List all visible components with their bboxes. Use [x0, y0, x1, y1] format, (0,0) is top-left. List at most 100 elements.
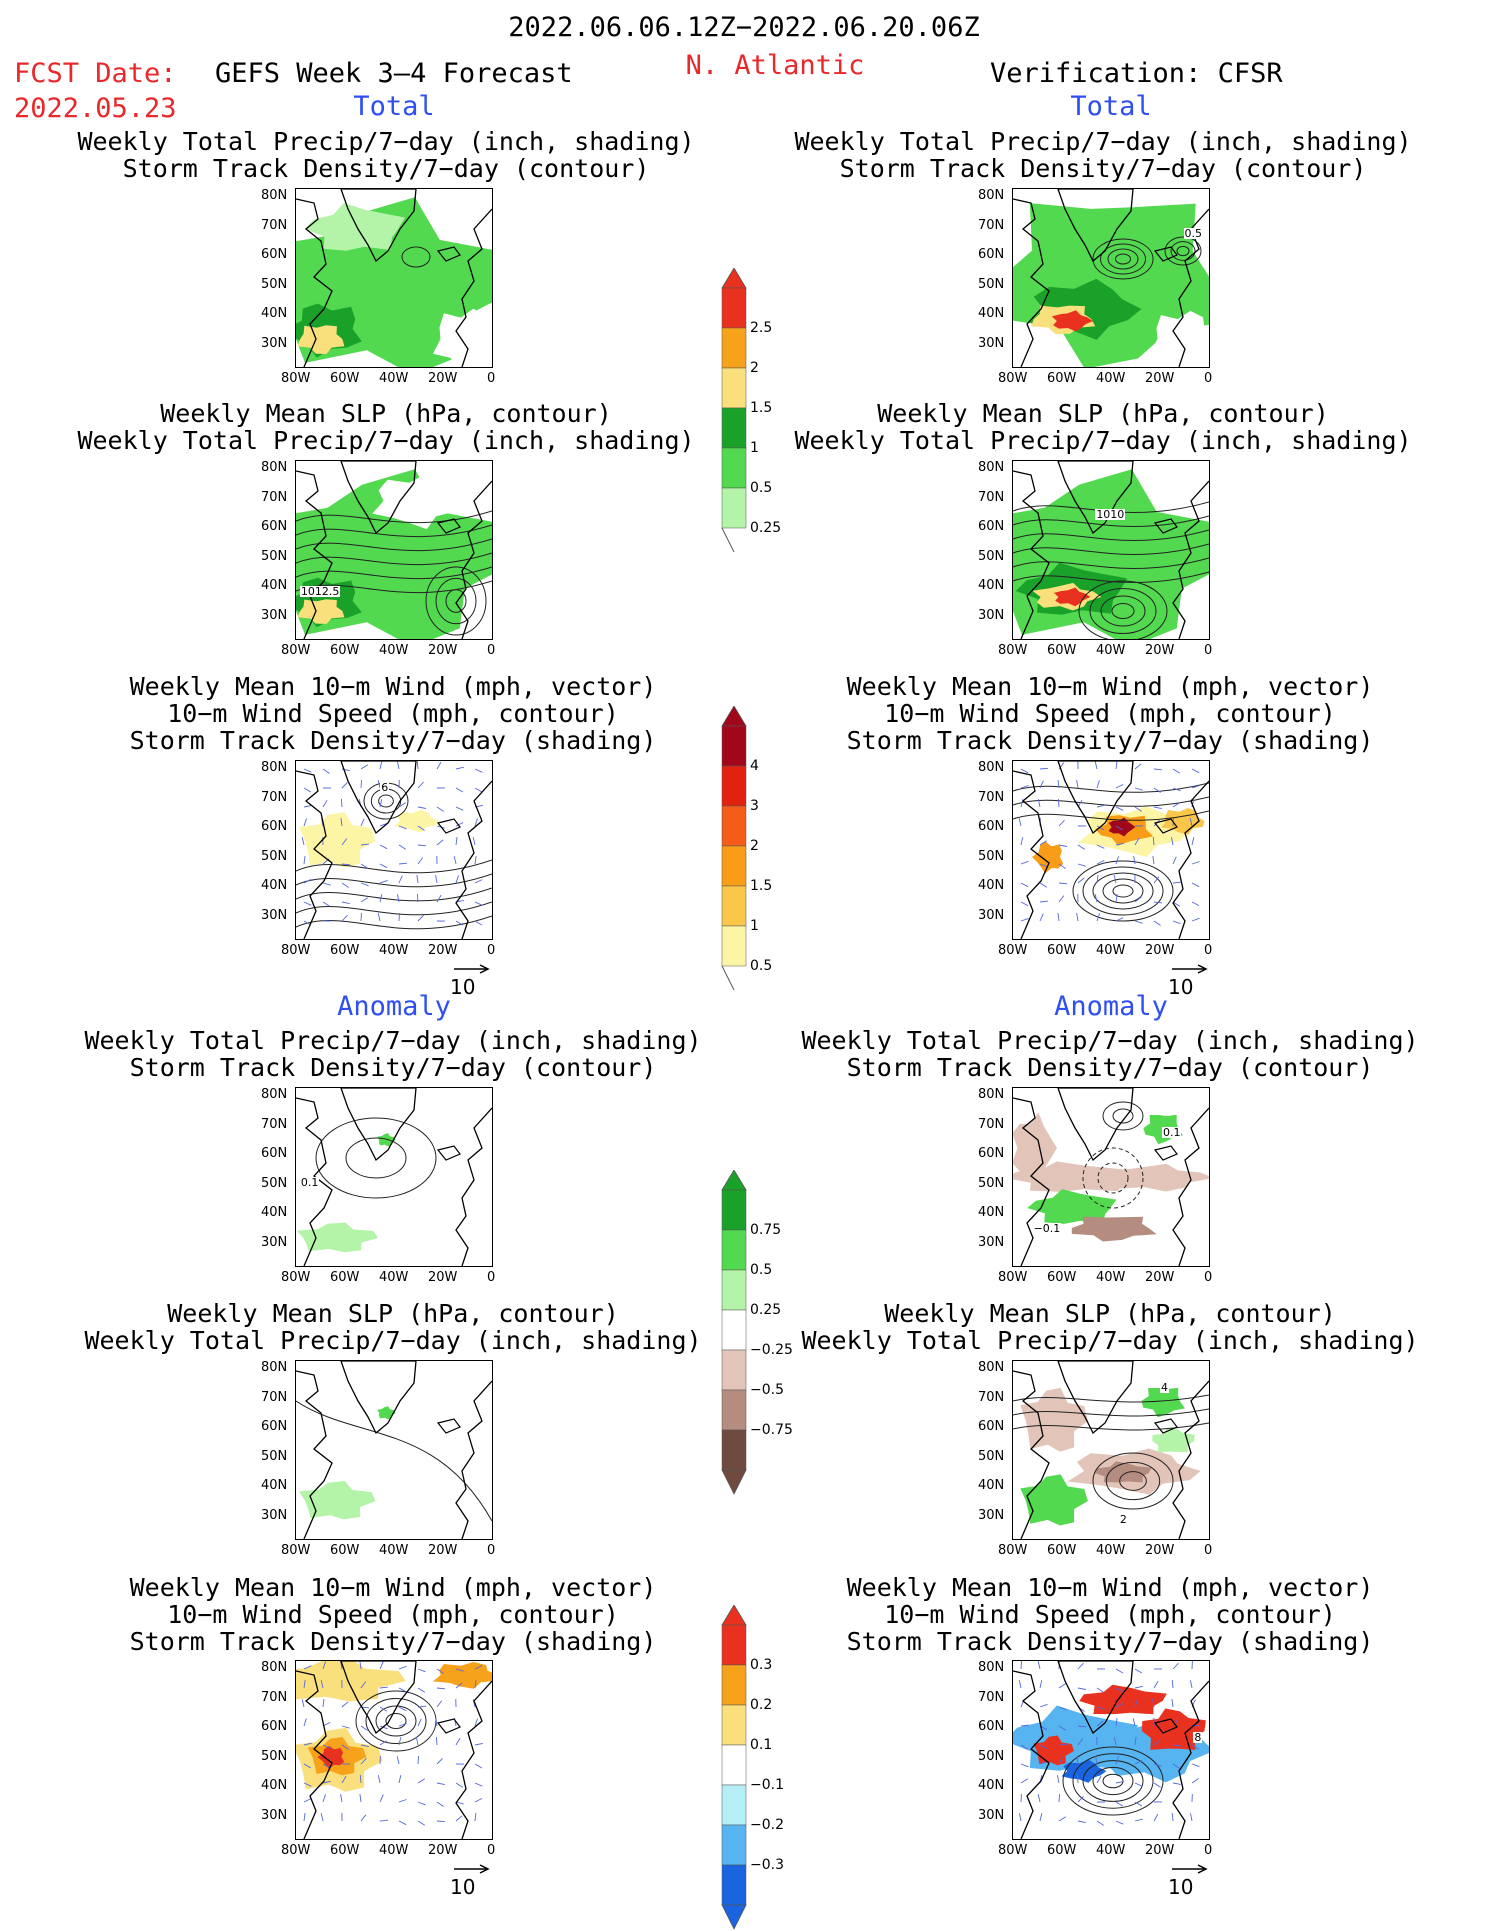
- wind-vector: [456, 875, 459, 883]
- contour-line: [346, 1138, 406, 1178]
- lon-tick-label: 20W: [1145, 1544, 1174, 1557]
- lon-tick-label: 20W: [1145, 644, 1174, 657]
- wind-vector: [1040, 1813, 1042, 1821]
- colorbar-label: 0.5: [750, 959, 772, 973]
- wind-vector: [1058, 913, 1059, 921]
- wind-vector: [1077, 913, 1078, 921]
- lat-tick-label: 60N: [261, 248, 287, 261]
- colorbar-label: −0.75: [750, 1423, 793, 1437]
- colorbar-label: 4: [750, 759, 759, 773]
- title-total-obs-wind: Weekly Mean 10−m Wind (mph, vector) 10−m…: [847, 673, 1374, 754]
- lat-tick-label: 40N: [978, 1779, 1004, 1792]
- coastline-europe-africa: [456, 1381, 492, 1539]
- lon-tick-label: 20W: [1145, 1271, 1174, 1284]
- wind-vector: [1078, 878, 1084, 883]
- wind-vector: [1040, 901, 1048, 902]
- coastline-greenland: [341, 1088, 416, 1160]
- colorbar-label: 3: [750, 799, 759, 813]
- coastline-greenland: [341, 1361, 416, 1433]
- lat-tick-label: 80N: [261, 1361, 287, 1374]
- lat-tick-label: 50N: [261, 1177, 287, 1190]
- title-total-fcst-wind: Weekly Mean 10−m Wind (mph, vector) 10−m…: [130, 673, 657, 754]
- coastline-europe-africa: [456, 781, 492, 939]
- shading-area: [299, 1481, 376, 1519]
- wind-vector: [1019, 1680, 1021, 1688]
- wind-vector: [1097, 1776, 1101, 1783]
- wind-vector: [1040, 914, 1043, 921]
- wind-vector: [1116, 1669, 1123, 1673]
- lon-tick-label: 40W: [1096, 1271, 1125, 1284]
- colorbar-segment: [722, 1625, 746, 1665]
- contour-line: [1093, 873, 1153, 909]
- wind-vector: [380, 1687, 388, 1688]
- lon-tick-label: 0: [1204, 1844, 1212, 1857]
- lon-tick-label: 80W: [281, 644, 310, 657]
- lat-tick-label: 50N: [978, 1177, 1004, 1190]
- title-total-obs-slp: Weekly Mean SLP (hPa, contour) Weekly To…: [794, 400, 1411, 454]
- lat-tick-label: 60N: [261, 1420, 287, 1433]
- wind-vector: [1192, 862, 1200, 865]
- contour-line: [366, 1699, 426, 1744]
- lon-tick-label: 20W: [428, 644, 457, 657]
- lat-tick-label: 50N: [261, 1750, 287, 1763]
- wind-vector: [1021, 918, 1029, 921]
- title-anom-obs-slp: Weekly Mean SLP (hPa, contour) Weekly To…: [801, 1300, 1418, 1354]
- wind-vector: [437, 1701, 442, 1707]
- colorbar-segment: [722, 1705, 746, 1745]
- wind-vector: [1173, 921, 1181, 924]
- ref-arrow-icon: [1170, 1863, 1210, 1875]
- wind-vector: [1190, 1680, 1192, 1688]
- contour-label: 0.1: [300, 1177, 320, 1188]
- lat-tick-label: 30N: [261, 1809, 287, 1822]
- wind-vector: [1135, 1783, 1142, 1786]
- wind-vector: [473, 837, 475, 845]
- wind-vector: [1078, 1663, 1084, 1669]
- map-total-obs-slp: 1010: [1012, 460, 1210, 640]
- lat-tick-label: 70N: [261, 219, 287, 232]
- wind-vector: [475, 788, 482, 792]
- wind-vector: [1154, 1783, 1161, 1787]
- colorbar-segment: [722, 368, 746, 408]
- lon-tick-label: 80W: [281, 1844, 310, 1857]
- wind-vector: [1116, 761, 1117, 769]
- wind-vector: [399, 845, 406, 849]
- wind-vector: [475, 1764, 482, 1768]
- lon-tick-label: 20W: [428, 1271, 457, 1284]
- wind-vector: [1116, 856, 1119, 864]
- colorbar-segment: [722, 886, 746, 926]
- wind-vector: [1097, 780, 1099, 788]
- lat-tick-label: 70N: [978, 1691, 1004, 1704]
- contour-line: [1093, 1767, 1133, 1794]
- wind-vector: [380, 864, 387, 868]
- lon-tick-label: 40W: [1096, 944, 1125, 957]
- colorbar-top-arrow: [722, 1170, 746, 1190]
- wind-vector: [1134, 856, 1135, 864]
- colorbar-segment: [722, 926, 746, 966]
- wind-vector: [1173, 1663, 1179, 1669]
- wind-vector: [418, 845, 426, 846]
- colorbar-top-arrow: [722, 706, 746, 726]
- lat-tick-label: 80N: [261, 1661, 287, 1674]
- wind-vector: [436, 1737, 437, 1745]
- wind-vector: [361, 780, 362, 788]
- wind-vector: [399, 1723, 407, 1726]
- wind-vector: [437, 1802, 444, 1807]
- wind-vector: [418, 1756, 419, 1764]
- lat-tick-label: 70N: [978, 791, 1004, 804]
- contour-line: [1103, 1102, 1143, 1130]
- wind-vector: [1116, 1821, 1123, 1824]
- shading-area: [394, 810, 438, 833]
- lon-tick-label: 60W: [330, 944, 359, 957]
- shading-area: [1032, 841, 1063, 873]
- contour-line: [376, 1706, 416, 1736]
- wind-vector: [304, 818, 307, 826]
- lon-tick-label: 60W: [1047, 644, 1076, 657]
- wind-vector: [1078, 845, 1085, 849]
- lat-tick-label: 70N: [261, 791, 287, 804]
- wind-vector: [342, 769, 350, 771]
- title-anom-fcst-slp: Weekly Mean SLP (hPa, contour) Weekly To…: [84, 1300, 701, 1354]
- wind-vector: [418, 1719, 421, 1726]
- lat-tick-label: 40N: [261, 1206, 287, 1219]
- map-anom-fcst-wind: [295, 1660, 493, 1840]
- colorbar-segment: [722, 1390, 746, 1430]
